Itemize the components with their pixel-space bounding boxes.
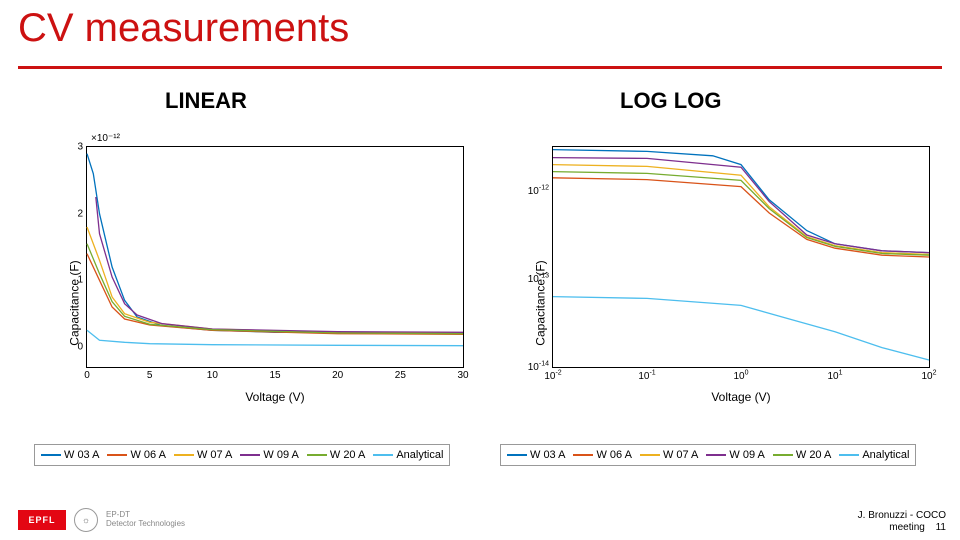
footer-meeting: meeting: [889, 522, 925, 533]
log-svg: [553, 147, 929, 367]
log-xlabel: Voltage (V): [552, 390, 930, 404]
linear-chart: Capacitance (F) ×10⁻¹² 0123051015202530 …: [34, 140, 464, 466]
subtitle-log: LOG LOG: [620, 88, 721, 114]
legend-W07A: W 07 A: [174, 449, 232, 461]
epfl-logo: EPFL: [18, 510, 66, 530]
log-plot-area: 10-1410-1310-1210-210-1100101102: [552, 146, 930, 368]
legend-W06A: W 06 A: [107, 449, 165, 461]
legend-W20A: W 20 A: [307, 449, 365, 461]
subtitle-linear: LINEAR: [165, 88, 247, 114]
log-chart: Capacitance (F) 10-1410-1310-1210-210-11…: [500, 140, 930, 466]
log-legend: W 03 A W 06 A W 07 A W 09 A W 20 A Analytical: [500, 444, 916, 466]
linear-plot-area: ×10⁻¹² 0123051015202530: [86, 146, 464, 368]
linear-multiplier: ×10⁻¹²: [91, 133, 120, 144]
title-underline: [18, 66, 942, 69]
legend-W09A: W 09 A: [706, 449, 764, 461]
legend-W20A: W 20 A: [773, 449, 831, 461]
series-W07A: [553, 165, 929, 255]
series-W09A: [553, 158, 929, 253]
slide: CV measurements LINEAR LOG LOG Capacitan…: [0, 0, 960, 540]
legend-W06A: W 06 A: [573, 449, 631, 461]
series-W06A: [553, 178, 929, 257]
circle-logo-icon: ☼: [74, 508, 98, 532]
series-W03A: [87, 154, 463, 333]
linear-ylabel: Capacitance (F): [68, 260, 82, 345]
page-title: CV measurements: [18, 6, 349, 51]
footer-right: J. Bronuzzi - COCO meeting 11: [858, 510, 946, 534]
series-Analytical: [553, 297, 929, 360]
linear-xlabel: Voltage (V): [86, 390, 464, 404]
linear-svg: [87, 147, 463, 367]
footer-line2: Detector Technologies: [106, 520, 185, 529]
footer-small-text: EP-DT Detector Technologies: [106, 511, 185, 529]
legend-Analytical: Analytical: [373, 449, 443, 461]
legend-W07A: W 07 A: [640, 449, 698, 461]
page-number: 11: [936, 522, 946, 533]
footer-author: J. Bronuzzi - COCO: [858, 510, 946, 521]
legend-W03A: W 03 A: [41, 449, 99, 461]
footer-left: EPFL ☼ EP-DT Detector Technologies: [18, 508, 185, 532]
legend-W09A: W 09 A: [240, 449, 298, 461]
series-W09A: [96, 197, 463, 332]
legend-W03A: W 03 A: [507, 449, 565, 461]
linear-legend: W 03 A W 06 A W 07 A W 09 A W 20 A Analytical: [34, 444, 450, 466]
legend-Analytical: Analytical: [839, 449, 909, 461]
series-W20A: [553, 172, 929, 256]
